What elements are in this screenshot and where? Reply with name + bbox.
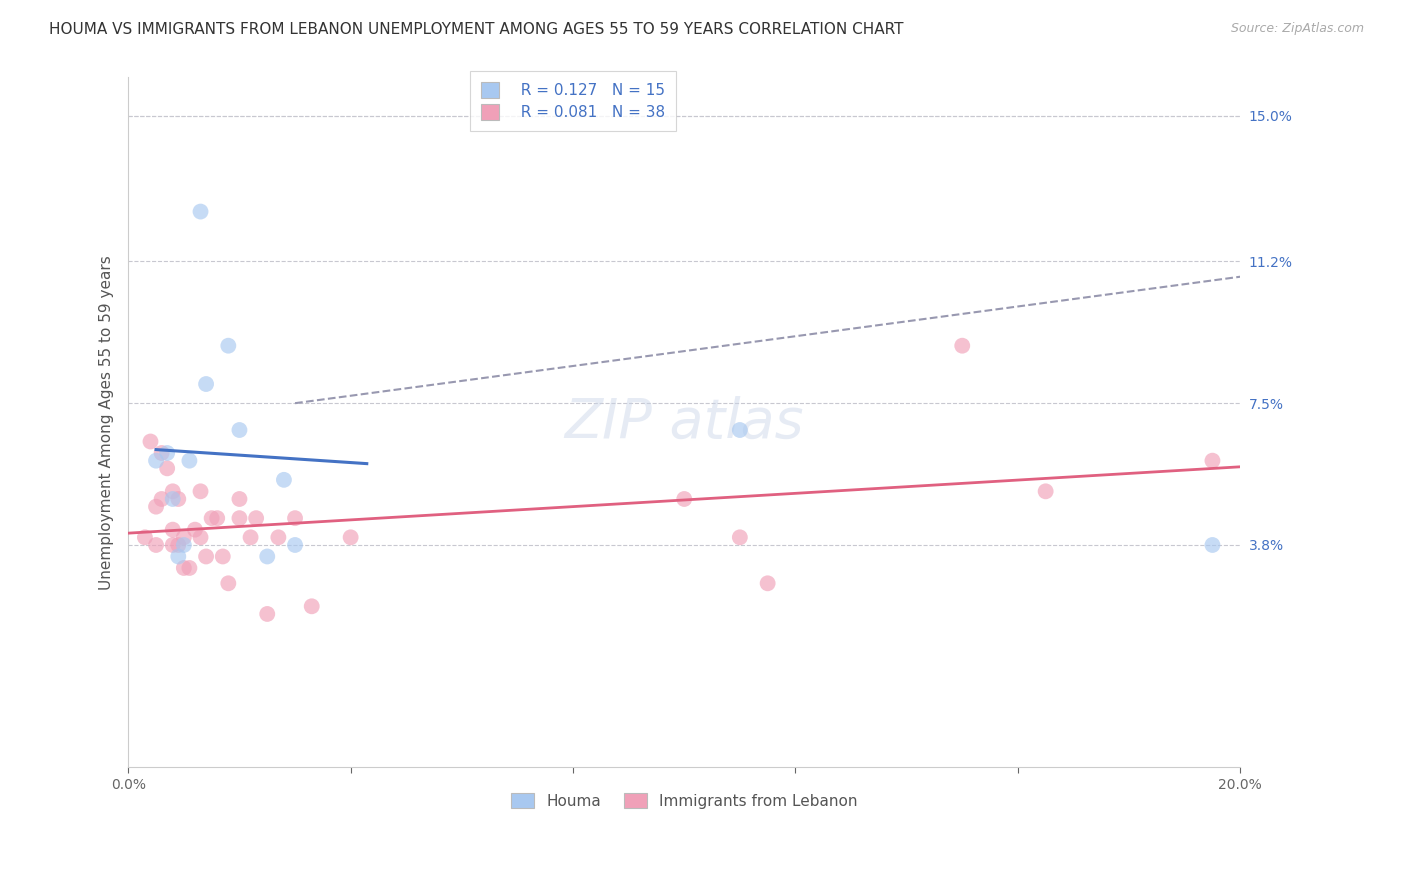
Point [162,538,184,552]
Point [162,491,184,506]
Point [673,491,696,506]
Point [195,377,218,392]
Point [228,511,250,525]
Point [284,511,307,525]
Point [139,434,162,449]
Point [728,530,751,544]
Point [217,576,239,591]
Point [150,491,173,506]
Point [162,484,184,499]
Point [145,538,167,552]
Point [728,423,751,437]
Text: ZIP atlas: ZIP atlas [564,396,804,449]
Point [156,461,179,475]
Point [1201,538,1223,552]
Point [167,491,190,506]
Point [134,530,156,544]
Point [179,561,201,575]
Point [156,446,179,460]
Point [273,473,295,487]
Point [211,549,233,564]
Y-axis label: Unemployment Among Ages 55 to 59 years: Unemployment Among Ages 55 to 59 years [100,255,114,590]
Point [179,453,201,467]
Point [1035,484,1057,499]
Point [339,530,361,544]
Point [1201,453,1223,467]
Point [301,599,323,614]
Point [162,523,184,537]
Point [190,204,212,219]
Point [145,500,167,514]
Point [228,491,250,506]
Point [205,511,228,525]
Point [173,530,195,544]
Point [201,511,224,525]
Point [950,339,973,353]
Point [239,530,262,544]
Point [167,549,190,564]
Point [256,549,278,564]
Text: Source: ZipAtlas.com: Source: ZipAtlas.com [1230,22,1364,36]
Point [284,538,307,552]
Point [245,511,267,525]
Legend: Houma, Immigrants from Lebanon: Houma, Immigrants from Lebanon [505,787,863,814]
Point [167,538,190,552]
Point [195,549,218,564]
Text: HOUMA VS IMMIGRANTS FROM LEBANON UNEMPLOYMENT AMONG AGES 55 TO 59 YEARS CORRELAT: HOUMA VS IMMIGRANTS FROM LEBANON UNEMPLO… [49,22,904,37]
Point [217,339,239,353]
Point [756,576,779,591]
Point [190,530,212,544]
Point [173,561,195,575]
Point [190,484,212,499]
Point [150,446,173,460]
Point [184,523,207,537]
Point [256,607,278,621]
Point [145,453,167,467]
Point [228,423,250,437]
Point [173,538,195,552]
Point [267,530,290,544]
